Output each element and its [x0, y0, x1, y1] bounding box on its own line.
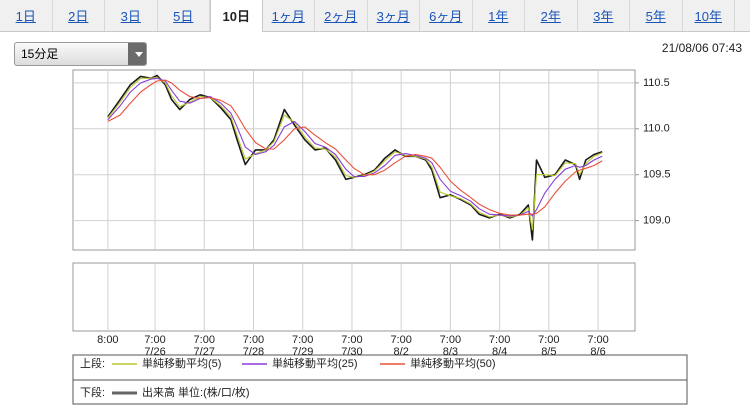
- period-tab[interactable]: 5年: [630, 0, 683, 31]
- x-tick-label: 7:00 7/26: [144, 334, 166, 358]
- y-tick-label: 110.0: [643, 123, 670, 135]
- period-tab[interactable]: 3日: [105, 0, 158, 31]
- x-tick-label: 7:00 8/3: [439, 334, 462, 358]
- period-tab[interactable]: 10年: [683, 0, 735, 31]
- legend-lower-label: 下段:: [80, 385, 105, 399]
- x-tick-label: 7:00 8/4: [488, 334, 511, 358]
- x-tick-label: 7:00 8/2: [390, 334, 412, 358]
- period-tab[interactable]: 6ヶ月: [420, 0, 473, 31]
- period-tab[interactable]: 1日: [0, 0, 53, 31]
- select-arrow: [135, 52, 143, 57]
- x-tick-label: 7:00 7/30: [341, 334, 363, 358]
- period-tab[interactable]: 3年: [578, 0, 630, 31]
- y-tick-label: 110.5: [643, 77, 670, 89]
- x-tick-label: 8:00: [97, 334, 119, 346]
- x-tick-label: 7:00 7/29: [292, 334, 314, 358]
- series-line: [107, 76, 603, 231]
- plot-area: [72, 69, 636, 251]
- period-tab[interactable]: 3ヶ月: [368, 0, 420, 31]
- period-tab[interactable]: 10日: [210, 0, 263, 32]
- period-tab[interactable]: 1年: [473, 0, 525, 31]
- x-tick-label: 7:00 7/28: [242, 334, 265, 358]
- x-tick-label: 7:00 8/6: [587, 334, 609, 358]
- legend-upper-label: 上段:: [80, 356, 105, 370]
- x-tick-label: 7:00 8/5: [538, 334, 560, 358]
- timestamp: 21/08/06 07:43: [661, 41, 742, 55]
- volume-area: [72, 262, 636, 332]
- period-tab[interactable]: 1ヶ月: [263, 0, 315, 31]
- period-tab[interactable]: 2年: [525, 0, 578, 31]
- period-tab[interactable]: 2日: [53, 0, 105, 31]
- y-tick-label: 109.0: [643, 215, 671, 227]
- legend-label: 出来高 単位:(株/口/枚): [142, 385, 250, 399]
- period-tab[interactable]: 2ヶ月: [315, 0, 368, 31]
- series-line: [107, 79, 603, 216]
- period-tab[interactable]: 5日: [158, 0, 210, 31]
- y-tick-label: 109.5: [643, 169, 671, 181]
- x-tick-label: 7:00 7/27: [193, 334, 215, 358]
- interval-select[interactable]: 15分足: [14, 42, 147, 66]
- legend-label: 単純移動平均(25): [272, 356, 358, 370]
- legend-label: 単純移動平均(5): [142, 356, 221, 370]
- legend-label: 単純移動平均(50): [410, 356, 496, 370]
- series-line: [107, 77, 603, 217]
- period-tabs: 1日 2日 3日 5日 10日 1ヶ月 2ヶ月 3ヶ月 6ヶ月 1年 2年 3年 5年 10年: [0, 0, 750, 32]
